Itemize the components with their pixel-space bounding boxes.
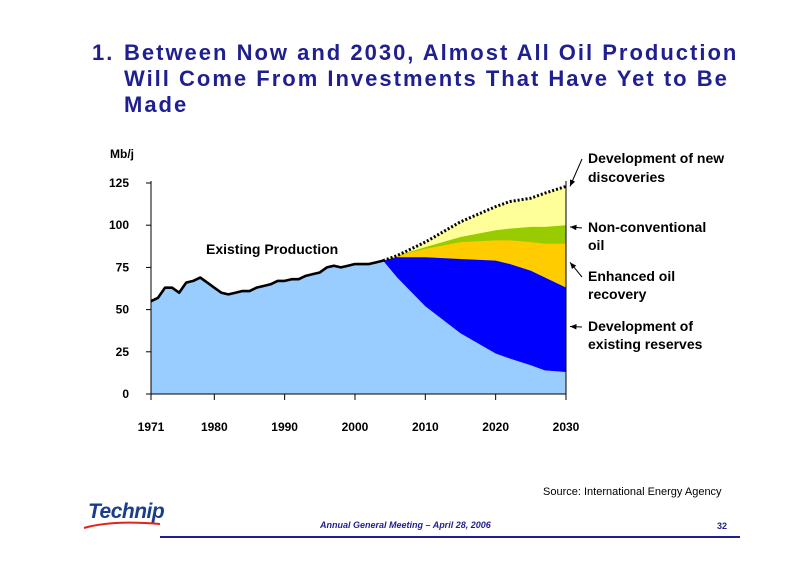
- existing-production-label: Existing Production: [206, 241, 338, 257]
- series-label-1-0: Non-conventional: [588, 219, 706, 235]
- total-dotted-line: [382, 184, 567, 263]
- series-label-3-0: Development of: [588, 318, 693, 334]
- y-tick-label-75: 75: [116, 260, 130, 274]
- source-note: Source: International Energy Agency: [543, 486, 722, 498]
- x-tick-label-1980: 1980: [201, 420, 228, 434]
- x-tick-label-2010: 2010: [412, 420, 439, 434]
- label-arrow-head-2: [570, 262, 577, 270]
- y-axis-label: Mb/j: [110, 147, 134, 161]
- logo-swoosh-icon: [83, 521, 161, 529]
- y-tick-label-0: 0: [122, 387, 129, 401]
- footer-divider: [160, 536, 740, 538]
- page-number: 32: [717, 521, 728, 531]
- series-label-0-0: Development of new: [588, 150, 724, 166]
- y-tick-label-50: 50: [116, 303, 130, 317]
- series-label-2-1: recovery: [588, 286, 647, 302]
- label-arrow-head-1: [570, 224, 577, 231]
- footer-meeting: Annual General Meeting – April 28, 2006: [320, 520, 491, 530]
- x-tick-label-2000: 2000: [342, 420, 369, 434]
- x-tick-label-2030: 2030: [553, 420, 580, 434]
- y-tick-label-25: 25: [116, 345, 130, 359]
- oil-production-chart: 0 25 50 75 100 125 Mb/j 1971 1980 1990 2000 2010 202…: [109, 147, 724, 434]
- title-text: Between Now and 2030, Almost All Oil Pro…: [124, 40, 739, 117]
- x-tick-label-2020: 2020: [482, 420, 509, 434]
- series-label-2-0: Enhanced oil: [588, 268, 675, 284]
- y-tick-label-125: 125: [109, 176, 129, 190]
- series-label-1-1: oil: [588, 237, 604, 253]
- x-tick-label-1971: 1971: [138, 420, 165, 434]
- series-label-3-1: existing reserves: [588, 336, 703, 352]
- area-0: [151, 260, 566, 394]
- x-tick-label-1990: 1990: [271, 420, 298, 434]
- series-label-0-1: discoveries: [588, 169, 665, 185]
- technip-logo: Technip: [88, 500, 165, 523]
- label-arrow-head-0: [570, 179, 576, 187]
- historical-line: [150, 259, 384, 303]
- title-number: 1.: [92, 40, 115, 65]
- y-tick-label-100: 100: [109, 218, 129, 232]
- label-arrow-head-3: [570, 324, 577, 330]
